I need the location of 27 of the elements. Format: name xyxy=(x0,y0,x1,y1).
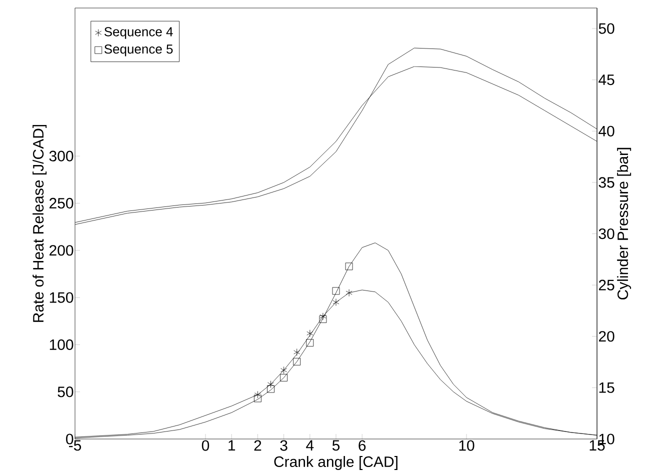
y-tick-label: 50 xyxy=(58,386,74,398)
x-axis-title: Crank angle [CAD] xyxy=(274,456,398,470)
y-tick-label: 200 xyxy=(50,245,74,256)
y2-tick-label: 30 xyxy=(598,228,614,240)
x-tick-label: 2 xyxy=(254,440,262,451)
y2-axis-title: Cylinder Pressure [bar] xyxy=(617,148,632,300)
x-tick-label: 5 xyxy=(332,440,340,451)
x-tick-label: 0 xyxy=(202,440,210,451)
y-axis-title: Rate of Heat Release [J/CAD] xyxy=(32,124,47,322)
y-tick-label: 100 xyxy=(50,339,74,350)
y2-tick-label: 35 xyxy=(598,177,614,188)
x-tick-label: 10 xyxy=(459,440,474,451)
legend-label: Sequence 5 xyxy=(104,44,173,56)
x-tick-label: 1 xyxy=(228,440,236,451)
y2-tick-label: 15 xyxy=(599,382,614,393)
y-tick-label: 300 xyxy=(49,150,74,162)
legend-label: Sequence 4 xyxy=(104,27,173,39)
y2-tick-label: 45 xyxy=(598,74,614,86)
x-tick-label: 3 xyxy=(280,440,288,451)
y2-tick-label: 25 xyxy=(598,280,614,290)
y-tick-label: 250 xyxy=(50,198,74,209)
x-tick-label: 6 xyxy=(358,440,366,451)
x-tick-label: 4 xyxy=(306,440,314,451)
y2-tick-label: 50 xyxy=(598,23,614,34)
y2-tick-label: 40 xyxy=(598,126,614,136)
y2-tick-label: 20 xyxy=(598,331,614,342)
y-tick-label: 150 xyxy=(50,292,74,303)
